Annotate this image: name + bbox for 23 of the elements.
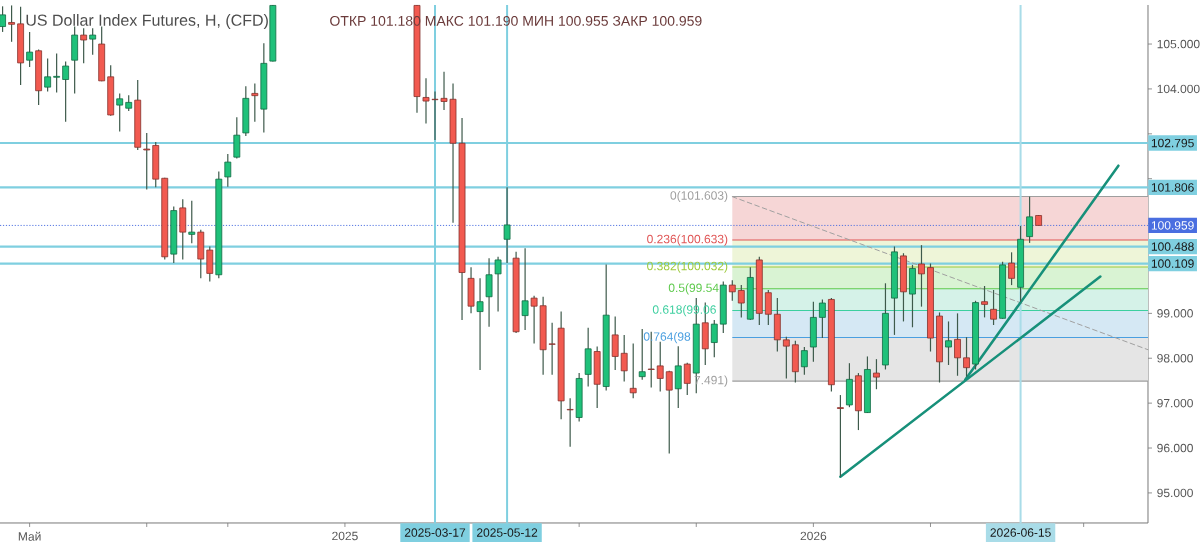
y-tick-label: 104.000 (1157, 84, 1200, 94)
annotation: 0.382(100.032) (647, 261, 728, 273)
x-tick-label: 2025 (332, 531, 358, 541)
ref-line-label: 100.959 (1151, 221, 1194, 230)
ref-line-label: 2025-05-12 (477, 528, 538, 537)
annotation: 0(101.603) (670, 190, 728, 203)
ref-line-label: 102.795 (1151, 138, 1194, 148)
y-tick-label: 95.000 (1157, 488, 1193, 498)
x-tick-label: Май (18, 531, 41, 541)
y-tick-label: 97.000 (1157, 398, 1193, 408)
ref-line-label: 2026-06-15 (990, 528, 1051, 537)
x-tick-label: 2026 (800, 531, 827, 541)
ref-line-label: 101.806 (1151, 183, 1194, 192)
y-tick-label: 105.000 (1157, 39, 1200, 49)
y-tick-label: 99.000 (1157, 309, 1193, 318)
ref-line-label: 2025-03-17 (404, 528, 466, 537)
annotation: 0.236(100.633) (647, 234, 728, 246)
ref-line-label: 100.488 (1151, 242, 1194, 251)
ref-line-label: 100.109 (1151, 259, 1194, 268)
text: US Dollar Index Futures, H, (CFD) (26, 14, 268, 30)
y-tick-label: 96.000 (1157, 443, 1193, 453)
y-tick-label: 98.000 (1157, 353, 1193, 363)
annotation: 0.5(99.54 (668, 283, 719, 295)
